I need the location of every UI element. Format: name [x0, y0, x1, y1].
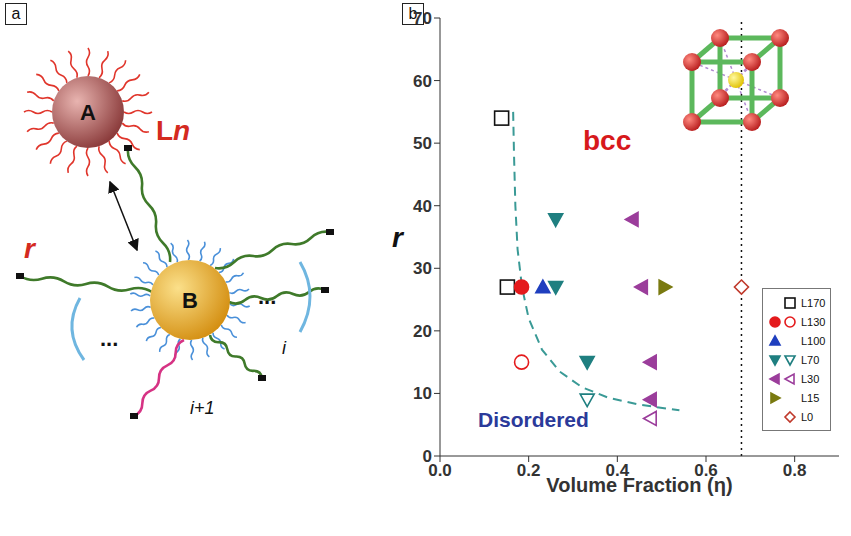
svg-text:50: 50: [413, 134, 432, 153]
svg-text:0: 0: [423, 447, 432, 466]
svg-text:i+1: i+1: [190, 398, 215, 418]
svg-text:...: ...: [258, 284, 276, 309]
svg-text:i: i: [282, 338, 287, 358]
svg-text:r: r: [24, 233, 37, 264]
svg-text:r: r: [392, 222, 405, 253]
svg-text:70: 70: [413, 9, 432, 28]
svg-text:10: 10: [413, 384, 432, 403]
svg-text:...: ...: [100, 326, 118, 351]
svg-text:0.2: 0.2: [517, 461, 541, 480]
svg-text:Ln: Ln: [156, 115, 190, 146]
svg-text:60: 60: [413, 72, 432, 91]
svg-text:40: 40: [413, 197, 432, 216]
svg-text:30: 30: [413, 259, 432, 278]
svg-text:A: A: [80, 100, 96, 125]
svg-text:B: B: [182, 288, 198, 313]
svg-text:Volume Fraction (η): Volume Fraction (η): [546, 474, 732, 496]
svg-text:0.8: 0.8: [783, 461, 807, 480]
svg-text:20: 20: [413, 322, 432, 341]
